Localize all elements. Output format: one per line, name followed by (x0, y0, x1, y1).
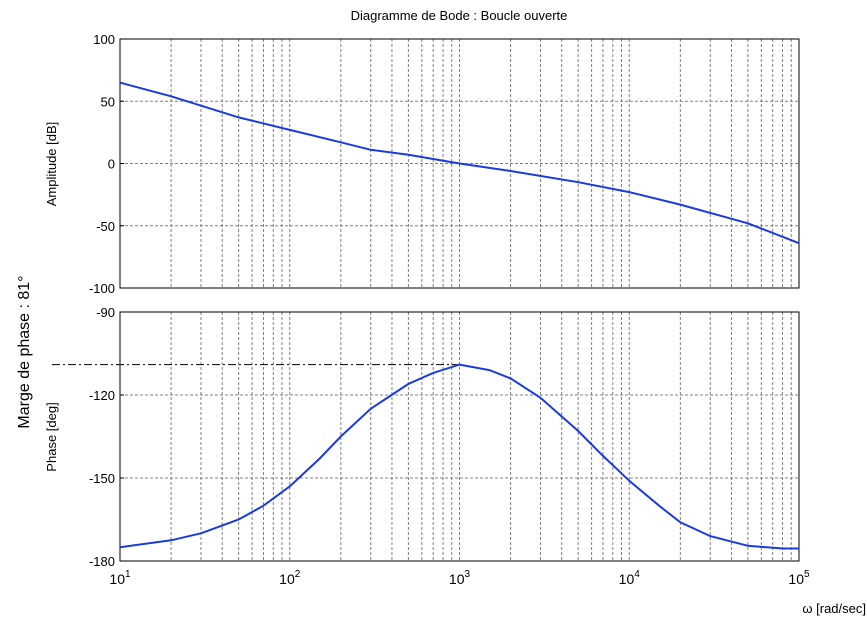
chart-title: Diagramme de Bode : Boucle ouverte (351, 8, 568, 23)
phase-grid (120, 312, 799, 561)
x-ticks: 101 102 103 104 105 (109, 569, 810, 587)
amplitude-y-ticks: 100 50 0 -50 -100 (89, 32, 124, 296)
amplitude-grid (120, 39, 799, 288)
amplitude-y-tick-label: -100 (89, 281, 115, 296)
phase-y-tick-label: -90 (96, 305, 115, 320)
phase-series-line (119, 363, 799, 550)
phase-y-tick-label: -120 (89, 388, 115, 403)
x-tick-label: 101 (109, 569, 131, 587)
phase-margin-label: Marge de phase : 81° (16, 275, 33, 428)
x-tick-label: 102 (279, 569, 301, 587)
amplitude-y-tick-label: 100 (93, 32, 115, 47)
x-axis-label: ω [rad/sec] (802, 601, 866, 616)
amplitude-ylabel: Amplitude [dB] (44, 122, 59, 207)
x-tick-label: 105 (788, 569, 810, 587)
phase-axes (119, 311, 800, 562)
amplitude-y-tick-label: -50 (96, 219, 115, 234)
phase-ylabel: Phase [deg] (44, 402, 59, 471)
amplitude-series-line (119, 81, 800, 245)
x-tick-label: 104 (619, 569, 641, 587)
x-tick-label: 103 (449, 569, 471, 587)
amplitude-y-tick-label: 50 (101, 94, 115, 109)
amplitude-y-tick-label: 0 (108, 157, 115, 172)
phase-y-ticks: -90 -120 -150 -180 (89, 305, 124, 569)
phase-y-tick-label: -180 (89, 554, 115, 569)
phase-y-tick-label: -150 (89, 471, 115, 486)
